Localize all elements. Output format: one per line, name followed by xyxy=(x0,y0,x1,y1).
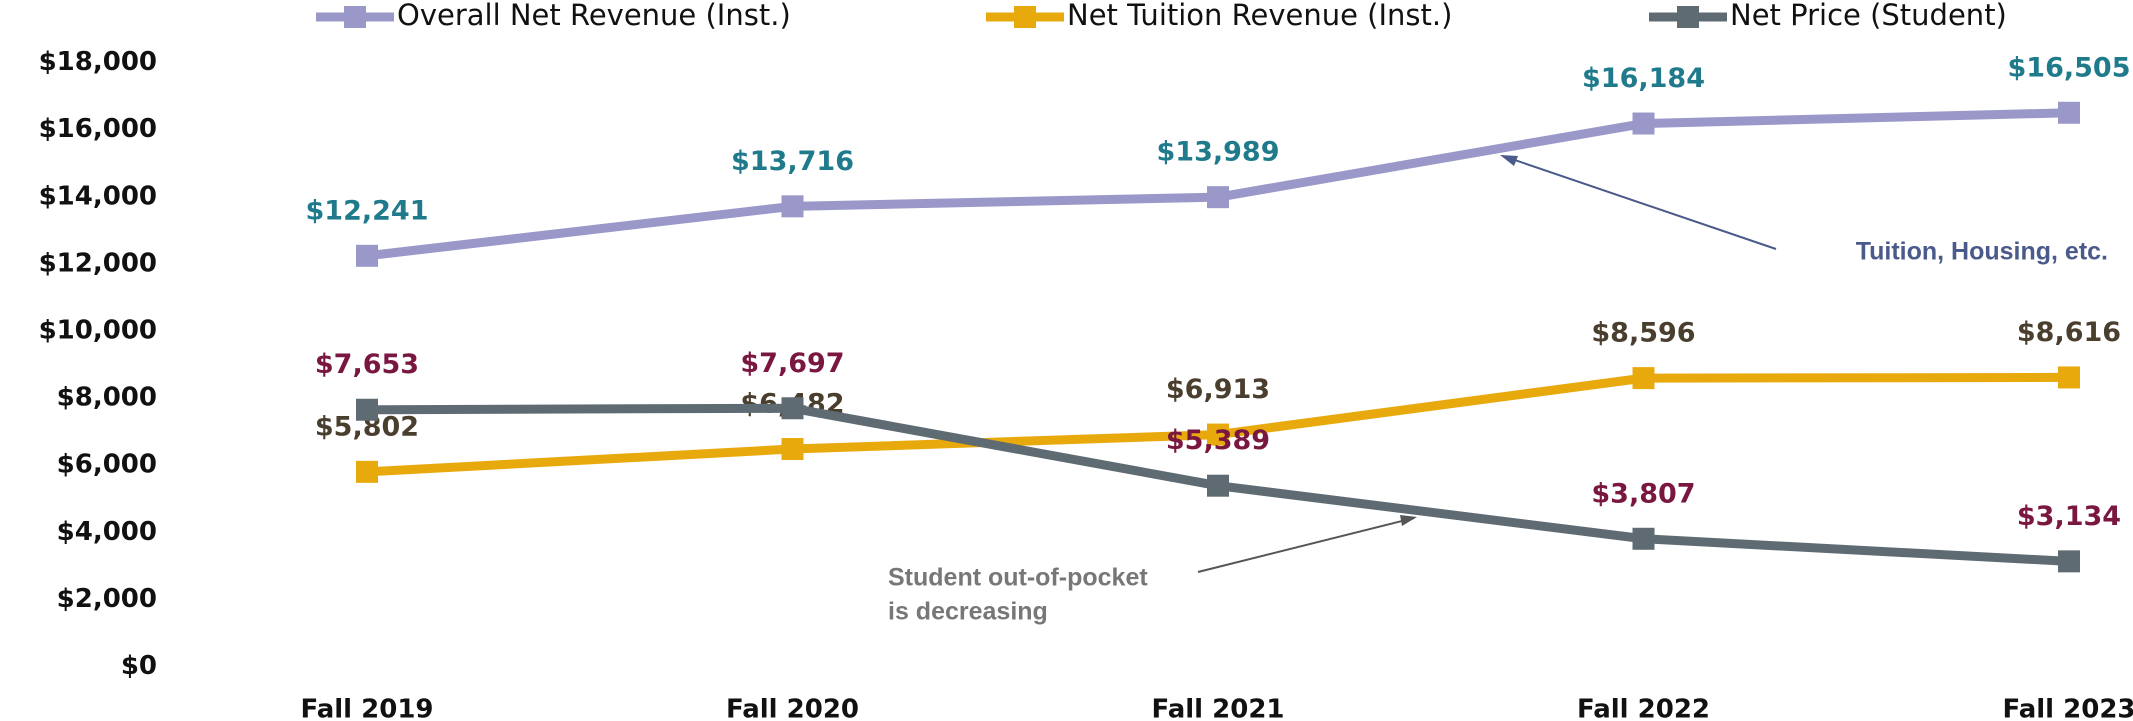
y-tick-label: $18,000 xyxy=(39,47,157,77)
y-tick-label: $12,000 xyxy=(39,248,157,278)
annotation-arrowhead xyxy=(1400,515,1417,526)
data-label: $8,616 xyxy=(2017,317,2121,348)
data-label: $13,716 xyxy=(731,146,854,177)
annotation-arrow xyxy=(1197,517,1415,573)
data-label: $16,505 xyxy=(2008,52,2131,83)
point-marker xyxy=(781,397,804,420)
series-line xyxy=(366,108,2070,261)
x-tick-label: Fall 2020 xyxy=(726,695,859,721)
point-marker xyxy=(356,460,378,483)
data-label: $12,241 xyxy=(306,195,429,226)
point-marker xyxy=(2058,366,2080,389)
point-marker xyxy=(1632,112,1655,135)
x-tick-label: Fall 2023 xyxy=(2002,695,2133,721)
point-marker xyxy=(2058,101,2080,124)
point-marker xyxy=(356,244,378,267)
data-label: $13,989 xyxy=(1157,137,1280,168)
y-tick-label: $2,000 xyxy=(57,584,157,614)
point-marker xyxy=(1207,186,1229,209)
data-label: $16,184 xyxy=(1582,63,1705,94)
x-tick-label: Fall 2022 xyxy=(1577,695,1710,721)
annotation: Tuition, Housing, etc. xyxy=(1856,238,2108,266)
legend-marker xyxy=(1677,6,1699,28)
annotation-arrowhead xyxy=(1500,155,1518,166)
y-tick-label: $6,000 xyxy=(57,450,157,480)
point-marker xyxy=(781,195,804,218)
data-label: $6,913 xyxy=(1166,374,1270,405)
legend-label: Overall Net Revenue (Inst.) xyxy=(397,0,791,32)
data-label: $8,596 xyxy=(1591,318,1695,349)
legend-label: Net Tuition Revenue (Inst.) xyxy=(1067,0,1452,32)
point-marker xyxy=(1632,527,1655,550)
data-label: $7,697 xyxy=(740,348,844,379)
annotation: Student out-of-pocket xyxy=(888,564,1148,592)
x-tick-label: Fall 2021 xyxy=(1151,695,1284,721)
data-label: $3,807 xyxy=(1591,478,1695,509)
annotation: is decreasing xyxy=(888,598,1048,626)
data-label: $5,389 xyxy=(1166,425,1270,456)
point-marker xyxy=(2058,550,2080,573)
y-tick-label: $4,000 xyxy=(57,517,157,547)
legend-marker xyxy=(344,6,366,28)
x-tick-label: Fall 2019 xyxy=(300,695,433,721)
y-tick-label: $0 xyxy=(121,651,157,681)
point-marker xyxy=(1207,474,1229,497)
data-label: $3,134 xyxy=(2017,501,2121,532)
point-marker xyxy=(781,438,804,461)
y-tick-label: $8,000 xyxy=(57,383,157,413)
annotation-arrow xyxy=(1502,155,1777,250)
y-tick-label: $14,000 xyxy=(39,181,157,211)
point-marker xyxy=(1207,423,1229,446)
y-tick-label: $16,000 xyxy=(39,114,157,144)
y-tick-label: $10,000 xyxy=(39,316,157,346)
legend-label: Net Price (Student) xyxy=(1730,0,2007,32)
point-marker xyxy=(356,398,378,421)
point-marker xyxy=(1632,367,1655,390)
data-label: $7,653 xyxy=(315,349,419,380)
legend-marker xyxy=(1014,6,1036,28)
